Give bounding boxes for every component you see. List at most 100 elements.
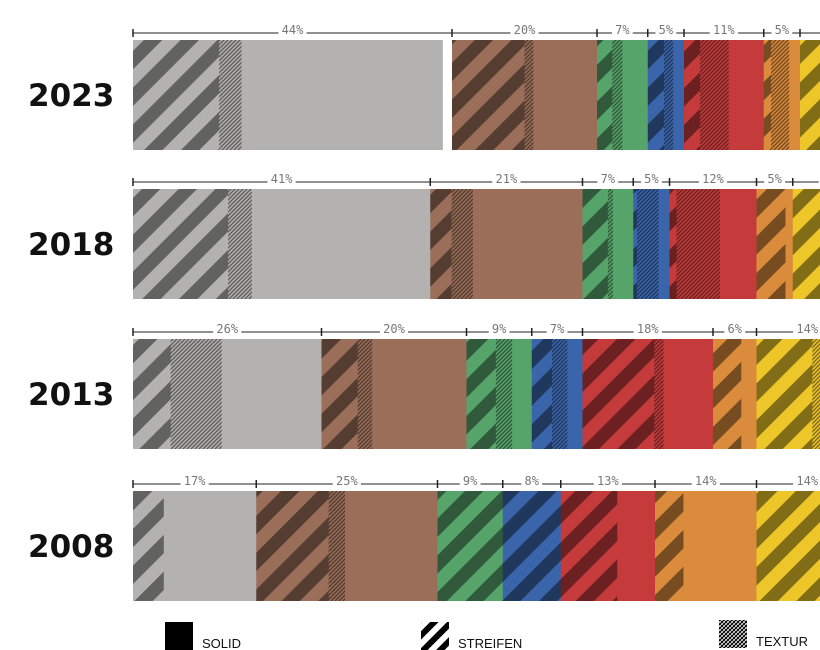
pct-label-bg <box>691 476 720 487</box>
pct-label-bg <box>793 324 820 335</box>
bar-segment: 9 <box>792 174 820 299</box>
pct-label-bg <box>793 476 820 487</box>
bar-segment: 5% <box>647 23 685 150</box>
bar-part-texture <box>699 40 730 150</box>
bar-part-stripe <box>430 189 452 299</box>
bar-part-stripe <box>669 189 677 299</box>
bar-part-texture <box>495 339 513 449</box>
bar-part-stripe <box>684 40 701 150</box>
pct-label: 17% <box>184 474 206 488</box>
bar-segment: 14% <box>755 322 820 449</box>
bar-part-stripe <box>713 339 742 449</box>
bar-part-solid <box>512 339 533 449</box>
pct-label-bg <box>510 25 539 36</box>
bar-segment: 7% <box>531 322 583 449</box>
pct-label-bg <box>521 476 543 487</box>
bar-part-stripe <box>582 189 609 299</box>
bar-part-solid <box>345 491 438 601</box>
bar-part-stripe <box>133 339 172 449</box>
bar-part-stripe <box>763 40 772 150</box>
pct-label-bg <box>724 324 746 335</box>
pct-label: 5% <box>659 23 674 37</box>
bar-segment: 7% <box>581 172 634 299</box>
bar-part-stripe <box>597 40 613 150</box>
pct-label-bg <box>698 174 728 185</box>
bar-part-texture <box>812 339 820 449</box>
bar-segment: 21% <box>429 172 583 299</box>
bar-part-solid <box>472 189 583 299</box>
pct-label-bg <box>379 324 409 335</box>
pct-label-bg <box>492 174 521 185</box>
bar-segment: 5% <box>763 23 801 150</box>
bar-part-solid <box>728 40 765 150</box>
bar-part-solid <box>785 189 794 299</box>
bar-part-solid <box>251 189 431 299</box>
pct-label: 7% <box>550 322 565 336</box>
year-label: 2008 <box>28 529 114 565</box>
pct-label-bg <box>213 324 242 335</box>
bar-part-stripe <box>800 40 820 150</box>
bar-part-solid <box>533 40 598 150</box>
pct-label-bg <box>180 476 209 487</box>
legend-item-texture: TEXTUR <box>719 620 808 649</box>
pct-label-bg <box>597 174 619 185</box>
bar-part-stripe <box>756 189 786 299</box>
year-label: 2023 <box>28 78 114 114</box>
year-label: 2013 <box>28 377 114 413</box>
bar-part-texture <box>607 189 614 299</box>
bar-part-solid <box>617 491 656 601</box>
legend-swatch-solid <box>165 622 193 650</box>
pct-label: 25% <box>336 474 358 488</box>
bar-part-solid <box>658 189 670 299</box>
bar-part-solid <box>683 491 757 601</box>
pct-label: 21% <box>496 172 518 186</box>
pct-label: 5% <box>775 23 790 37</box>
bar-part-stripe <box>133 491 165 601</box>
bar-part-solid <box>673 40 685 150</box>
pct-label: 26% <box>216 322 238 336</box>
bar-part-solid <box>612 189 634 299</box>
bar-part-texture <box>771 40 790 150</box>
bar-part-texture <box>636 189 660 299</box>
pct-label: 18% <box>637 322 659 336</box>
bar-part-solid <box>163 491 257 601</box>
bar-segment: 5% <box>632 172 670 299</box>
bar-segment: 14% <box>755 474 820 601</box>
bar-segment: 14% <box>654 474 757 601</box>
bar-part-solid <box>221 339 322 449</box>
bar-segment: 41% <box>132 172 431 299</box>
pct-label: 14% <box>796 474 818 488</box>
bar-part-stripe <box>466 339 497 449</box>
pct-label-bg <box>633 324 662 335</box>
pct-label-bg <box>640 174 662 185</box>
pct-label-bg <box>709 25 738 36</box>
bar-part-texture <box>552 339 568 449</box>
year-label: 2018 <box>28 227 114 263</box>
pct-label: 7% <box>601 172 616 186</box>
bar-segment: 20% <box>320 322 467 449</box>
pct-label: 6% <box>728 322 743 336</box>
bar-row-2023: 2023 44% 20% 7% 5% 11% 5% 8 <box>28 23 820 150</box>
bar-segment: 6% <box>712 322 757 449</box>
bar-segment: 8% <box>502 474 562 601</box>
pct-label: 5% <box>644 172 659 186</box>
pct-label: 13% <box>597 474 619 488</box>
legend-item-solid: SOLID <box>165 622 241 650</box>
pct-label: 8% <box>525 474 540 488</box>
bar-segment: 8 <box>799 29 820 150</box>
bar-part-stripe <box>756 491 820 601</box>
pct-label-bg <box>764 174 786 185</box>
bar-part-solid <box>741 339 757 449</box>
pct-label: 12% <box>702 172 724 186</box>
bar-row-2013: 2013 26% 20% 9% 7% 18% 6% 14% <box>28 322 820 449</box>
bar-part-stripe <box>560 491 618 601</box>
pct-label-bg <box>771 25 793 36</box>
bar-part-solid <box>372 339 467 449</box>
bar-part-stripe <box>452 40 525 150</box>
bar-row-2018: 2018 41% 21% 7% 5% 12% 5% 9 <box>28 172 820 299</box>
bar-part-stripe <box>256 491 330 601</box>
pct-label-bg <box>488 324 510 335</box>
bar-segment: 25% <box>255 474 438 601</box>
bar-part-texture <box>664 40 674 150</box>
